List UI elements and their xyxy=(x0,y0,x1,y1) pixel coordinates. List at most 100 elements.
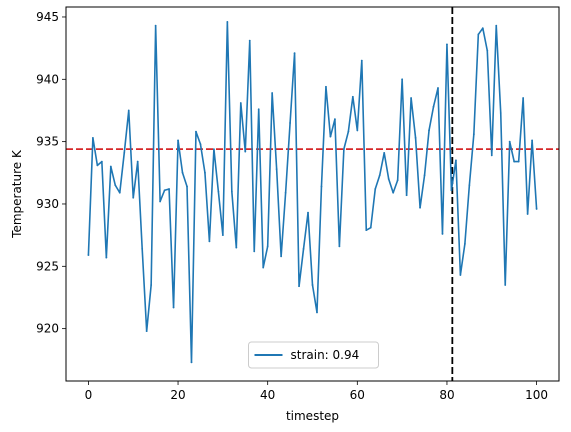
data-point xyxy=(109,165,112,168)
y-tick-label: 945 xyxy=(36,10,59,24)
x-tick-label: 40 xyxy=(260,388,275,402)
data-point xyxy=(356,129,359,132)
data-point xyxy=(401,78,404,81)
data-point xyxy=(472,133,475,136)
data-point xyxy=(508,140,511,143)
data-point xyxy=(302,247,305,250)
y-axis-label: Temperature K xyxy=(10,149,24,239)
data-point xyxy=(365,229,368,232)
series-layer xyxy=(87,21,538,364)
axes-frame xyxy=(65,6,560,382)
y-tick-label: 940 xyxy=(36,72,59,86)
data-point xyxy=(177,139,179,142)
reference-lines xyxy=(66,7,559,381)
data-point xyxy=(325,85,327,88)
data-point xyxy=(289,122,291,124)
y-axis: 920 925 930 935 940 945 xyxy=(36,10,66,336)
data-point xyxy=(387,178,390,180)
y-tick-label: 920 xyxy=(36,322,59,336)
data-point xyxy=(531,139,534,142)
data-point xyxy=(410,97,412,99)
data-point xyxy=(213,148,215,151)
data-point xyxy=(208,240,211,243)
data-point xyxy=(522,97,525,99)
x-tick-label: 100 xyxy=(525,388,548,402)
data-point xyxy=(414,137,417,139)
data-point xyxy=(369,226,372,229)
data-point xyxy=(374,188,377,190)
data-point xyxy=(96,164,99,167)
data-point xyxy=(432,105,435,108)
data-point xyxy=(347,130,350,133)
data-point xyxy=(419,206,421,209)
data-point xyxy=(257,108,260,111)
data-point xyxy=(190,361,193,364)
data-point xyxy=(235,246,238,249)
x-tick-label: 60 xyxy=(350,388,365,402)
data-point xyxy=(396,179,399,182)
y-tick-label: 925 xyxy=(36,259,59,273)
data-point xyxy=(477,33,480,36)
y-tick-label: 935 xyxy=(36,135,59,149)
data-point xyxy=(159,200,162,203)
data-point xyxy=(244,150,247,153)
data-point xyxy=(186,185,188,188)
data-point xyxy=(275,168,278,170)
data-point xyxy=(320,185,323,188)
data-point xyxy=(145,330,148,333)
data-point xyxy=(262,266,265,269)
data-point xyxy=(154,24,157,27)
data-point xyxy=(217,190,220,193)
data-point xyxy=(230,190,233,193)
data-point xyxy=(351,95,354,98)
data-point xyxy=(334,118,336,121)
legend: strain: 0.94 xyxy=(248,341,379,369)
x-tick-label: 80 xyxy=(439,388,454,402)
data-point xyxy=(405,194,408,197)
data-point xyxy=(428,129,430,132)
data-point xyxy=(490,154,493,157)
x-axis-label: timestep xyxy=(286,409,339,423)
data-point xyxy=(459,274,462,276)
data-point xyxy=(195,130,197,133)
data-point xyxy=(298,285,300,288)
data-point xyxy=(316,311,318,314)
data-point xyxy=(132,196,135,199)
data-point xyxy=(383,151,386,154)
data-point xyxy=(486,49,489,52)
data-point xyxy=(446,43,448,46)
data-point xyxy=(311,284,314,286)
x-tick-label: 0 xyxy=(85,388,93,402)
data-point xyxy=(100,160,103,163)
data-point xyxy=(293,52,296,55)
data-point xyxy=(455,159,457,162)
data-point xyxy=(150,284,153,286)
data-point xyxy=(271,92,274,94)
data-point xyxy=(253,250,256,253)
legend-label: strain: 0.94 xyxy=(291,348,360,362)
data-point xyxy=(450,189,453,192)
data-point xyxy=(535,208,538,210)
data-point xyxy=(266,245,269,248)
data-point xyxy=(423,174,426,177)
data-point xyxy=(481,27,484,30)
data-point xyxy=(495,24,498,27)
data-point xyxy=(342,148,345,151)
data-point xyxy=(284,191,287,194)
data-point xyxy=(463,242,466,245)
legend-box xyxy=(248,341,379,369)
data-point xyxy=(136,160,139,163)
data-point xyxy=(504,284,507,286)
data-point xyxy=(437,87,439,89)
data-point xyxy=(181,171,184,174)
data-point xyxy=(163,189,166,192)
data-point xyxy=(172,306,175,309)
y-tick-label: 930 xyxy=(36,197,59,211)
data-point xyxy=(499,112,502,114)
data-point xyxy=(360,59,363,62)
data-point xyxy=(513,160,516,163)
data-point xyxy=(468,184,471,187)
data-point xyxy=(168,188,170,190)
data-point xyxy=(118,191,121,194)
